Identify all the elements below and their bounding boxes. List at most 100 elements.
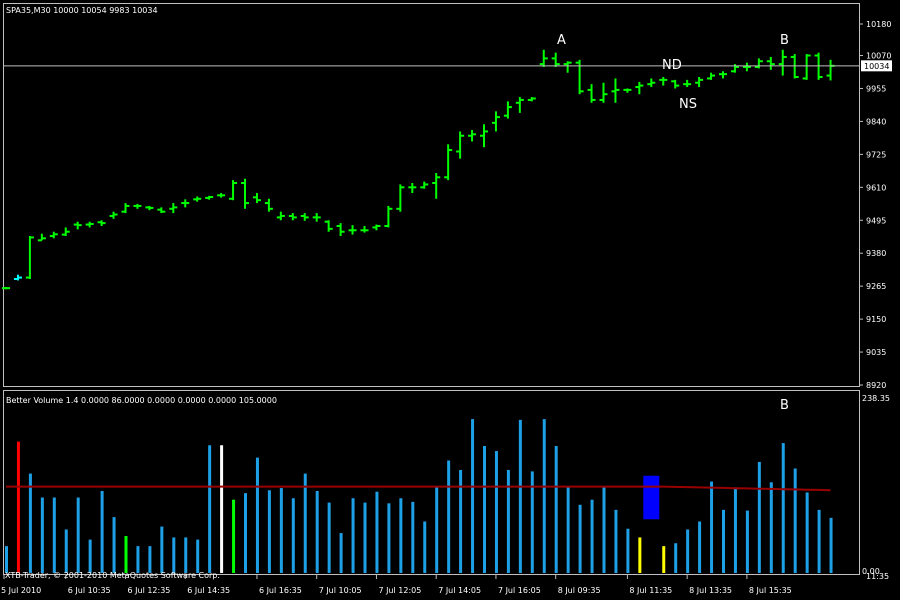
ohlc-bar [766,56,775,70]
ohlc-bar [742,62,751,72]
ohlc-bar [133,203,142,209]
volume-bar [148,546,152,573]
volume-moving-average [6,485,831,492]
volume-bar [303,473,307,573]
price-tick-label: 9495 [866,216,886,225]
current-price-tag: 10034 [861,60,892,72]
volume-bar [698,521,702,573]
volume-bar [483,445,486,573]
volume-bar [172,537,176,573]
ohlc-bar [599,82,608,103]
ohlc-bar [659,77,668,86]
ohlc-bar [623,88,632,93]
ohlc-bar [396,184,405,212]
ohlc-bar [300,213,309,221]
ohlc-bar [683,79,692,88]
ohlc-bar [229,180,238,201]
ohlc-bar [420,181,429,189]
price-tick-label: 8920 [866,381,886,390]
volume-bar [64,529,68,573]
volume-bar [28,473,32,573]
volume-bar [829,517,833,573]
ohlc-bar [264,198,273,212]
ohlc-bar [491,111,500,132]
volume-bar [76,497,80,573]
ohlc-bar [25,236,34,279]
volume-bar [710,481,714,573]
ohlc-bar [802,54,811,80]
volume-bar [255,457,259,573]
volume-bar [351,498,355,573]
ohlc-bar [145,205,154,211]
ohlc-bar [527,97,536,102]
volume-bar [40,497,44,573]
time-tick-label: 6 Jul 10:35 [68,586,111,595]
ohlc-bar [695,77,704,88]
ohlc-bar [73,221,82,230]
volume-bar [136,546,140,573]
annotation-nd: ND [662,58,682,73]
volume-bar [399,498,403,573]
volume-bar [100,490,104,573]
ohlc-bar [539,49,548,67]
volume-bar [638,537,642,573]
ohlc-bar [312,213,321,222]
volume-bar [626,528,630,573]
ohlc-bar [444,144,453,181]
volume-bar [208,445,212,573]
ohlc-bar [157,207,166,214]
volume-bar [662,546,666,573]
price-panel-frame [3,3,860,387]
volume-bar [566,487,570,573]
volume-bar [674,543,678,573]
volume-bar [590,499,594,573]
volume-bar [614,509,618,573]
volume-bar [447,460,451,573]
volume-bar [88,539,92,573]
ohlc-bar [336,223,345,237]
ohlc-bar [85,221,94,228]
volume-bar [423,521,427,573]
price-tick-label: 9150 [866,315,886,324]
volume-bar [291,498,295,573]
copyright: XTB-Trader, © 2001-2010 MetaQuotes Softw… [5,571,220,580]
volume-bar [196,539,200,573]
ohlc-bar [288,213,297,221]
time-tick-label: 7 Jul 14:05 [438,586,481,595]
ohlc-bar [37,233,46,242]
volume-bar [817,509,821,573]
ohlc-bar [468,130,477,142]
volume-bar [363,502,367,573]
price-tick-label: 9840 [866,117,886,126]
volume-info: Better Volume 1.4 0.0000 86.0000 0.0000 … [6,396,277,405]
annotation-a: A [557,33,566,48]
volume-bar [554,445,558,573]
ohlc-bar [503,101,512,119]
price-tick-label: 10070 [866,52,891,61]
ohlc-bar [13,274,22,281]
annotation-ns: NS [679,97,697,112]
volume-bar [471,419,475,573]
volume-bar [435,487,439,573]
ohlc-bar [587,84,596,103]
volume-bar [530,471,534,573]
volume-bar [686,529,690,573]
volume-bar [805,492,809,573]
volume-bar [124,535,128,573]
volume-bar [745,510,749,573]
ohlc-bar [193,196,202,202]
price-y-axis: 10180 10070 9955 9840 9725 9610 9495 9380 9265 91… [859,20,891,390]
ohlc-bar [408,183,417,194]
time-tick-label: 6 Jul 16:35 [259,586,302,595]
volume-bar [339,533,343,573]
price-tick-label: 9725 [866,150,886,159]
volume-bar [244,493,247,573]
volume-bar [160,526,164,573]
ohlc-bar [360,225,369,233]
volume-max-label: 238.35 [862,394,890,403]
ohlc-bar [635,81,644,95]
ohlc-bar [551,52,560,67]
ohlc-bar [611,78,620,103]
price-tick-label: 10180 [866,20,891,29]
volume-bar [184,537,188,573]
